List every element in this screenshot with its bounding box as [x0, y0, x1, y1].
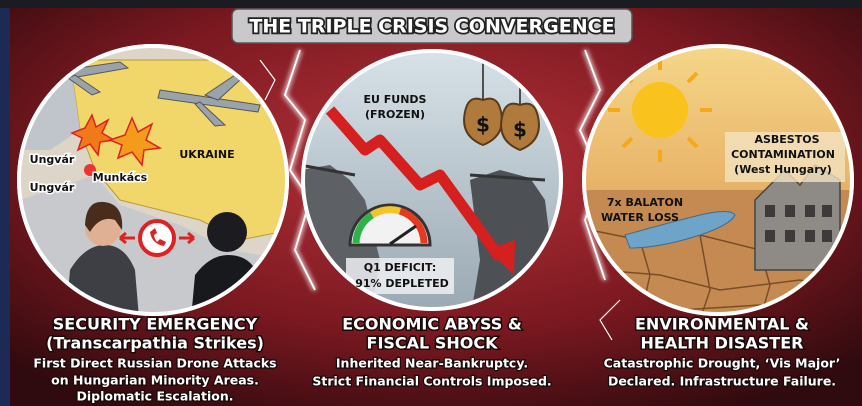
illustration-label: (FROZEN) — [365, 108, 425, 121]
page: {"title": "THE TRIPLE CRISIS CONVERGENCE… — [0, 0, 862, 406]
panel-heading: (Transcarpathia Strikes) — [46, 334, 264, 353]
panel-heading: SECURITY EMERGENCY — [53, 315, 258, 334]
panel-heading: FISCAL SHOCK — [367, 334, 499, 353]
illustration-label: (West Hungary) — [734, 163, 832, 176]
illustration-label: Q1 DEFICIT: — [364, 261, 437, 274]
panel-description: First Direct Russian Drone Attacks — [33, 356, 276, 371]
left-strip — [0, 0, 10, 406]
money-symbol: $ — [513, 118, 527, 142]
illustration-label: 7x BALATON — [607, 196, 683, 209]
panel-description: Diplomatic Escalation. — [76, 389, 233, 404]
top-strip — [0, 0, 862, 8]
panel-description: Declared. Infrastructure Failure. — [608, 374, 836, 389]
illustration-label: WATER LOSS — [601, 211, 679, 224]
security-panel: UKRAINE Ungvár Munkács Ungvár SECURITY E… — [15, 40, 295, 404]
illustration-label: ASBESTOS — [754, 133, 819, 146]
illustration-label: 91% DEPLETED — [355, 277, 449, 290]
title: THE TRIPLE CRISIS CONVERGENCE — [249, 16, 614, 38]
panel-description: Strict Financial Controls Imposed. — [312, 374, 551, 389]
panel-heading: ECONOMIC ABYSS & — [342, 315, 522, 334]
title-banner: THE TRIPLE CRISIS CONVERGENCE — [232, 9, 632, 43]
map-label: Ungvár — [30, 181, 75, 194]
money-symbol: $ — [476, 113, 490, 137]
panel-description: on Hungarian Minority Areas. — [51, 373, 259, 388]
illustration-label: EU FUNDS — [364, 93, 427, 106]
illustration-label: CONTAMINATION — [731, 148, 835, 161]
map-label: Munkács — [93, 171, 148, 184]
panel-description: Inherited Near-Bankruptcy. — [336, 356, 528, 371]
panel-description: Catastrophic Drought, ‘Vis Major’ — [604, 356, 841, 371]
map-label: Ungvár — [30, 153, 75, 166]
panel-heading: HEALTH DISASTER — [641, 334, 804, 353]
map-label: UKRAINE — [179, 148, 234, 161]
infographic: THE TRIPLE CRISIS CONVERGENCE UKRAIN — [0, 0, 862, 406]
panel-heading: ENVIRONMENTAL & — [635, 315, 809, 334]
